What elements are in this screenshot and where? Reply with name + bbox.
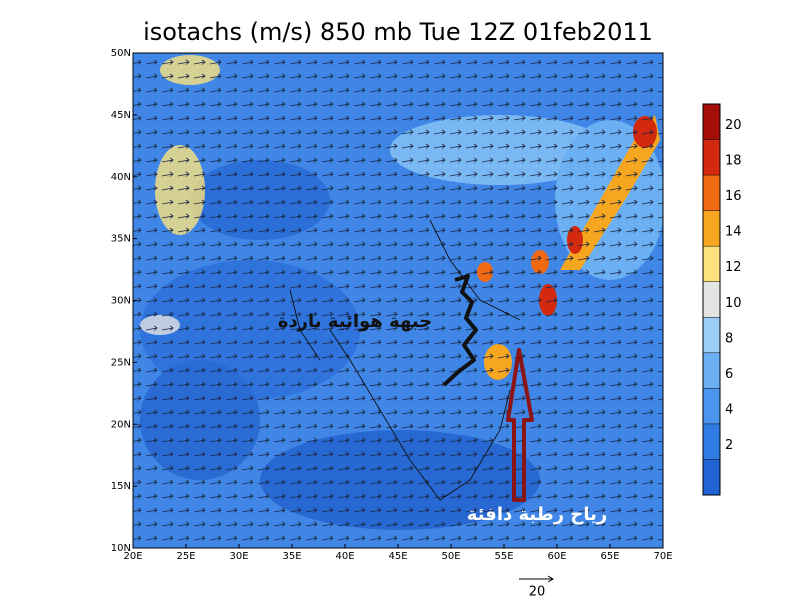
colorbar-bin bbox=[703, 388, 720, 424]
annotation-warm-wind: رياح رطبة دافئة bbox=[467, 504, 607, 525]
map-field bbox=[133, 53, 663, 548]
y-tick-label: 50N bbox=[111, 48, 131, 59]
colorbar-label: 20 bbox=[725, 118, 742, 133]
x-tick-label: 30E bbox=[229, 551, 248, 562]
reference-vector-label: 20 bbox=[529, 585, 546, 600]
cold-front bbox=[442, 274, 478, 387]
title: isotachs (m/s) 850 mb Tue 12Z 01feb2011 bbox=[143, 18, 653, 46]
colorbar-bin bbox=[703, 175, 720, 211]
colorbar-bin bbox=[703, 352, 720, 389]
x-tick-label: 50E bbox=[441, 551, 460, 562]
colorbar-bin bbox=[703, 210, 720, 247]
warm-wind-arrow bbox=[506, 348, 534, 502]
colorbar-label: 4 bbox=[725, 402, 733, 417]
colorbar-label: 16 bbox=[725, 189, 742, 204]
y-tick-label: 40N bbox=[111, 172, 131, 183]
colorbar-bin bbox=[703, 139, 720, 176]
colorbar-label: 12 bbox=[725, 260, 742, 275]
y-tick-label: 35N bbox=[111, 234, 131, 245]
axes: 20E 25E 30E 35E 40E 45E 50E 55E 60E 65E 70E 10N 15N 2… bbox=[111, 48, 673, 562]
annotation-cold-front: جبهة هوائية باردة bbox=[278, 311, 432, 332]
colorbar-label: 2 bbox=[725, 438, 733, 453]
y-tick-label: 25N bbox=[111, 357, 131, 368]
x-tick-label: 60E bbox=[547, 551, 566, 562]
colorbar-frame bbox=[702, 103, 721, 496]
colorbar-bin bbox=[703, 281, 720, 318]
y-tick-label: 20N bbox=[111, 419, 131, 430]
x-tick-label: 65E bbox=[600, 551, 619, 562]
y-tick-label: 10N bbox=[111, 543, 131, 554]
colorbar-label: 14 bbox=[725, 225, 742, 240]
reference-vector-head bbox=[547, 575, 554, 583]
y-tick-label: 45N bbox=[111, 110, 131, 121]
x-tick-label: 70E bbox=[653, 551, 672, 562]
colorbar-label: 18 bbox=[725, 154, 742, 169]
x-tick-label: 55E bbox=[494, 551, 513, 562]
x-tick-label: 35E bbox=[282, 551, 301, 562]
colorbar-bin bbox=[703, 459, 720, 495]
colorbar: 2 4 6 8 10 12 14 16 18 20 bbox=[702, 103, 742, 496]
colorbar-label: 10 bbox=[725, 296, 742, 311]
x-tick-label: 40E bbox=[335, 551, 354, 562]
colorbar-bin bbox=[703, 423, 720, 460]
colorbar-label: 6 bbox=[725, 367, 733, 382]
x-tick-label: 25E bbox=[176, 551, 195, 562]
y-tick-label: 15N bbox=[111, 481, 131, 492]
colorbar-bin bbox=[703, 246, 720, 282]
y-tick-label: 30N bbox=[111, 296, 131, 307]
x-tick-label: 45E bbox=[388, 551, 407, 562]
colorbar-bin bbox=[703, 317, 720, 353]
x-tick-label: 20E bbox=[123, 551, 142, 562]
colorbar-bin bbox=[703, 104, 720, 140]
colorbar-label: 8 bbox=[725, 331, 733, 346]
